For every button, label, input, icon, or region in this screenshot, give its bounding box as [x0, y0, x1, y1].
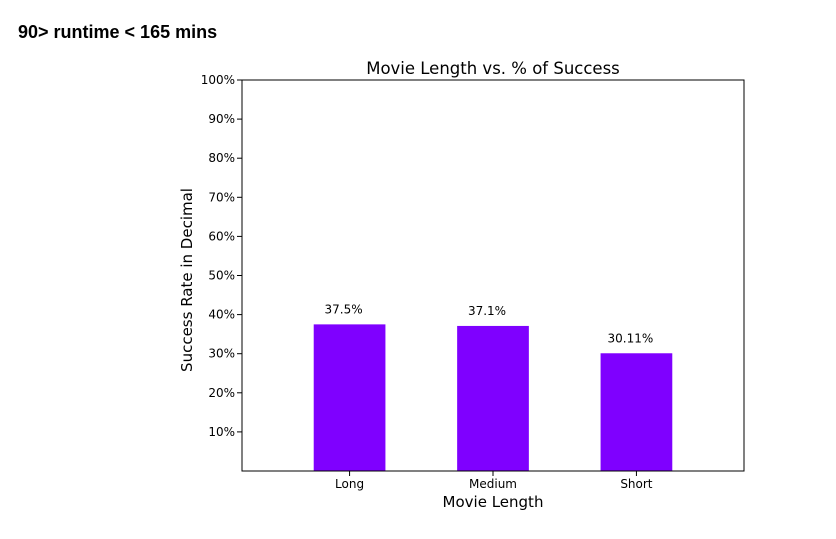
- y-tick-label: 100%: [201, 73, 235, 87]
- x-tick-label: Long: [335, 477, 364, 491]
- y-tick-label: 60%: [208, 229, 235, 243]
- bar-short: [600, 353, 673, 471]
- chart-title: Movie Length vs. % of Success: [366, 59, 620, 78]
- page-heading: 90> runtime < 165 mins: [18, 22, 218, 42]
- y-tick-label: 50%: [208, 269, 235, 283]
- y-tick-label: 40%: [208, 308, 235, 322]
- plot-frame: [241, 79, 745, 472]
- y-tick-label: 10%: [208, 425, 235, 439]
- y-axis-label: Success Rate in Decimal: [178, 188, 196, 372]
- bars-layer: [313, 324, 673, 471]
- data-label-medium: 37.1%: [468, 304, 506, 318]
- data-label-short: 30.11%: [608, 331, 654, 345]
- data-label-long: 37.5%: [325, 302, 363, 316]
- y-tick-label: 30%: [208, 347, 235, 361]
- x-tick-label: Medium: [469, 477, 517, 491]
- y-axis: 10% 20% 30% 40% 50% 60% 70% 80% 90% 100%: [201, 73, 242, 439]
- y-tick-label: 70%: [208, 190, 235, 204]
- bar-long: [313, 324, 386, 471]
- y-tick-label: 80%: [208, 151, 235, 165]
- data-labels-layer: 37.5% 37.1% 30.11%: [325, 302, 654, 345]
- y-tick-label: 20%: [208, 386, 235, 400]
- x-axis: Long Medium Short: [335, 471, 653, 491]
- x-tick-label: Short: [620, 477, 652, 491]
- y-tick-label: 90%: [208, 112, 235, 126]
- x-axis-label: Movie Length: [443, 493, 544, 511]
- bar-medium: [457, 325, 529, 471]
